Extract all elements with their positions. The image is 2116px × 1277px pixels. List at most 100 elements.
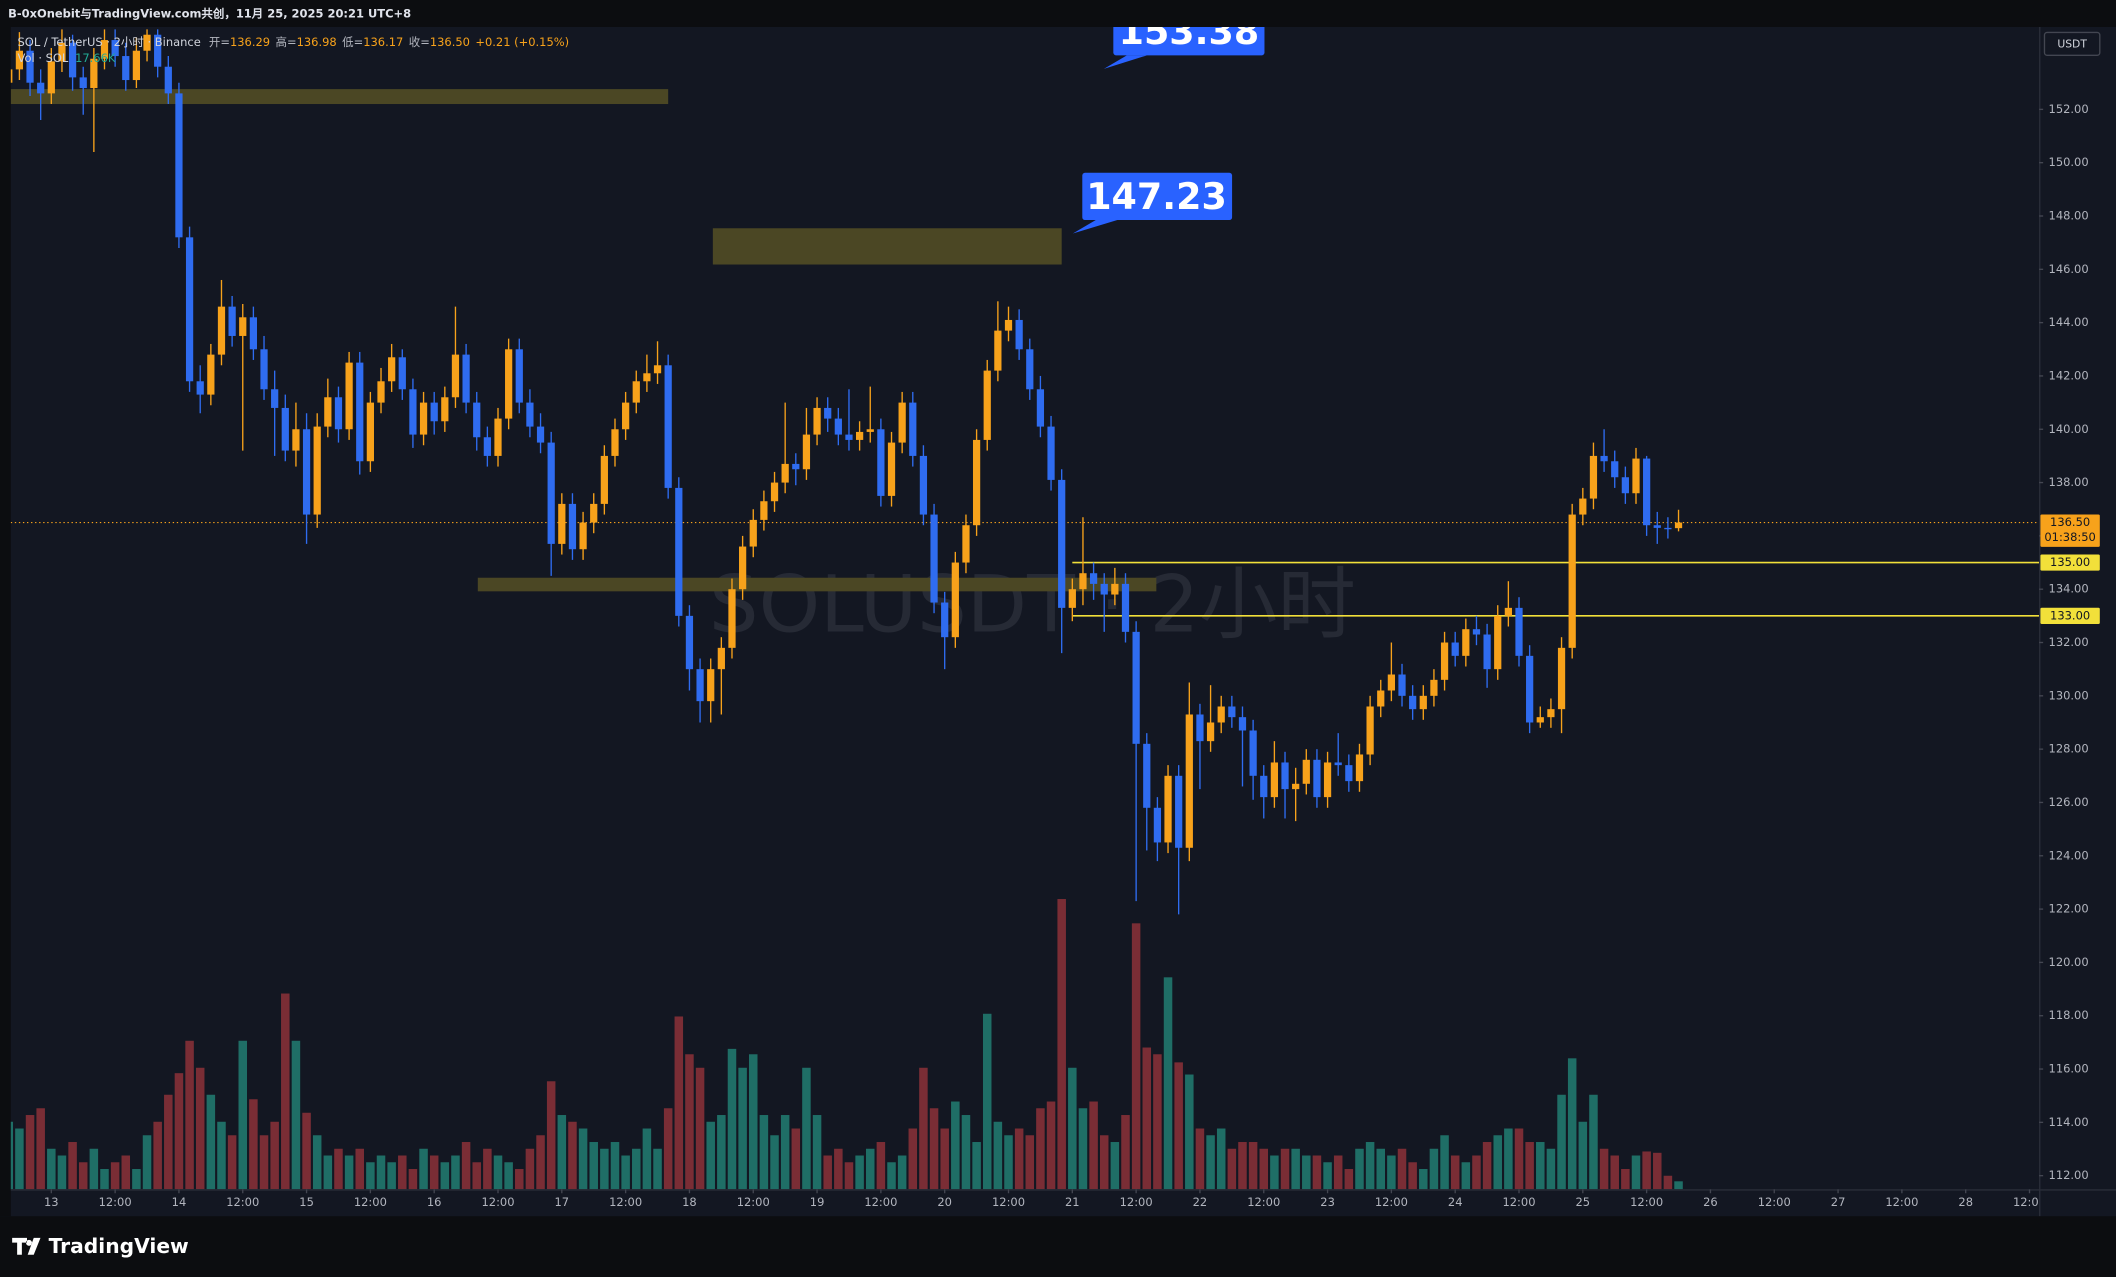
volume-bar [897, 1155, 907, 1190]
volume-bar [610, 1142, 620, 1190]
volume-bar [121, 1155, 131, 1190]
volume-bar [855, 1155, 864, 1190]
volume-bar [429, 1155, 439, 1190]
currency-button[interactable] [2043, 31, 2101, 57]
price-axis: 112.00 114.00 116.00 118.00 120.00 122.00 124.… [2039, 102, 2089, 1182]
header-bar [0, 0, 2116, 27]
candle-body [68, 42, 77, 78]
y-tick-label: 128.00 [2049, 742, 2089, 756]
x-tick-label: 12:00 [1247, 1195, 1280, 1209]
x-tick-label: 21 [1065, 1195, 1080, 1209]
legend-value: 136.98 [297, 34, 337, 48]
callout-label: 147.23 [1086, 175, 1227, 218]
candle-body [409, 389, 417, 435]
volume-bar [557, 1115, 567, 1190]
legend: SOL / TetherUS · 2小时 · Binance 开=136.29 高=… [18, 34, 570, 64]
volume-bar [1599, 1148, 1609, 1190]
volume-bar [1461, 1162, 1471, 1190]
volume-bar [206, 1094, 216, 1190]
volume-bar [589, 1142, 598, 1190]
y-tick-label: 150.00 [2049, 155, 2089, 169]
candle-body [600, 455, 608, 504]
volume-bar [387, 1162, 396, 1190]
candle-body [728, 589, 736, 648]
volume-bar [1323, 1162, 1332, 1190]
volume-bar [1493, 1135, 1502, 1190]
candle-body [494, 418, 502, 456]
candle-body [37, 82, 45, 94]
candle-body [1292, 783, 1300, 790]
volume-bar [685, 1054, 694, 1190]
candle-body [1196, 714, 1204, 742]
x-tick-label: 12:00 [1885, 1195, 1918, 1209]
volume-bar [1333, 1155, 1343, 1190]
candle-body [590, 503, 598, 523]
legend-value: 136.29 [230, 34, 270, 48]
volume-bar [217, 1121, 226, 1190]
candle-body [1185, 714, 1193, 848]
volume-bar [568, 1121, 577, 1190]
volume-bar [1312, 1155, 1322, 1190]
candle-body [483, 437, 491, 456]
candle-body [143, 34, 151, 51]
candle-body [1100, 583, 1108, 595]
volume-bar [25, 1115, 35, 1190]
volume-bar [366, 1162, 375, 1190]
y-tick-label: 144.00 [2049, 315, 2089, 329]
y-tick-label: 124.00 [2049, 848, 2089, 862]
x-tick-label: 12:00 [1375, 1195, 1408, 1209]
candle-body [345, 362, 353, 430]
volume-bar [57, 1155, 67, 1190]
candle-body [845, 434, 853, 440]
candle-body [887, 442, 896, 496]
x-tick-label: 19 [810, 1195, 825, 1209]
volume-bar [844, 1162, 854, 1190]
zone [10, 89, 669, 105]
candle-body [462, 354, 470, 403]
volume-bar [461, 1142, 471, 1190]
candle-body [366, 402, 374, 462]
tradingview-logo[interactable]: TradingView [12, 1234, 189, 1258]
candle-body [526, 402, 534, 427]
volume-bar [483, 1148, 492, 1190]
candle-body [1217, 706, 1225, 723]
candle-body [1451, 642, 1459, 656]
y-tick-label: 114.00 [2049, 1115, 2089, 1129]
candle-body [898, 402, 906, 443]
volume-bar [600, 1148, 609, 1190]
volume-bar [408, 1169, 418, 1190]
volume-bar [398, 1155, 407, 1190]
volume-bar [1099, 1135, 1109, 1190]
volume-bar [1185, 1074, 1194, 1190]
candle-body [154, 34, 162, 67]
volume-bar [195, 1067, 205, 1190]
volume-bar [1216, 1128, 1226, 1190]
candle-body [324, 397, 332, 427]
volume-bar [706, 1121, 715, 1190]
candle-body [1557, 647, 1566, 710]
candle-body [834, 418, 842, 435]
volume-bar [791, 1128, 801, 1190]
left-border [0, 26, 11, 1217]
candle-body [1579, 498, 1587, 515]
candle-body [1387, 674, 1395, 691]
volume-bar [1004, 1135, 1013, 1190]
symbol-legend: SOL / TetherUS · 2小时 · Binance 开=136.29 高=… [18, 34, 570, 48]
candle-body [164, 66, 172, 94]
candle-body [90, 58, 98, 89]
volume-bar [1663, 1175, 1673, 1190]
footer-bar [0, 1216, 2116, 1277]
zones [10, 89, 1157, 592]
candle-body [1004, 319, 1013, 331]
candle-body [1419, 695, 1427, 710]
legend-change: +0.21 (+0.15%) [475, 34, 569, 48]
candle-body [505, 349, 513, 419]
x-tick-label: 12:00 [992, 1195, 1025, 1209]
volume-bar [1142, 1047, 1152, 1190]
volume-bar [451, 1155, 460, 1190]
x-tick-label: 16 [427, 1195, 442, 1209]
volume-bar [1036, 1108, 1045, 1190]
volume-bar [1248, 1142, 1258, 1190]
volume-value: 17.66K [75, 51, 116, 65]
